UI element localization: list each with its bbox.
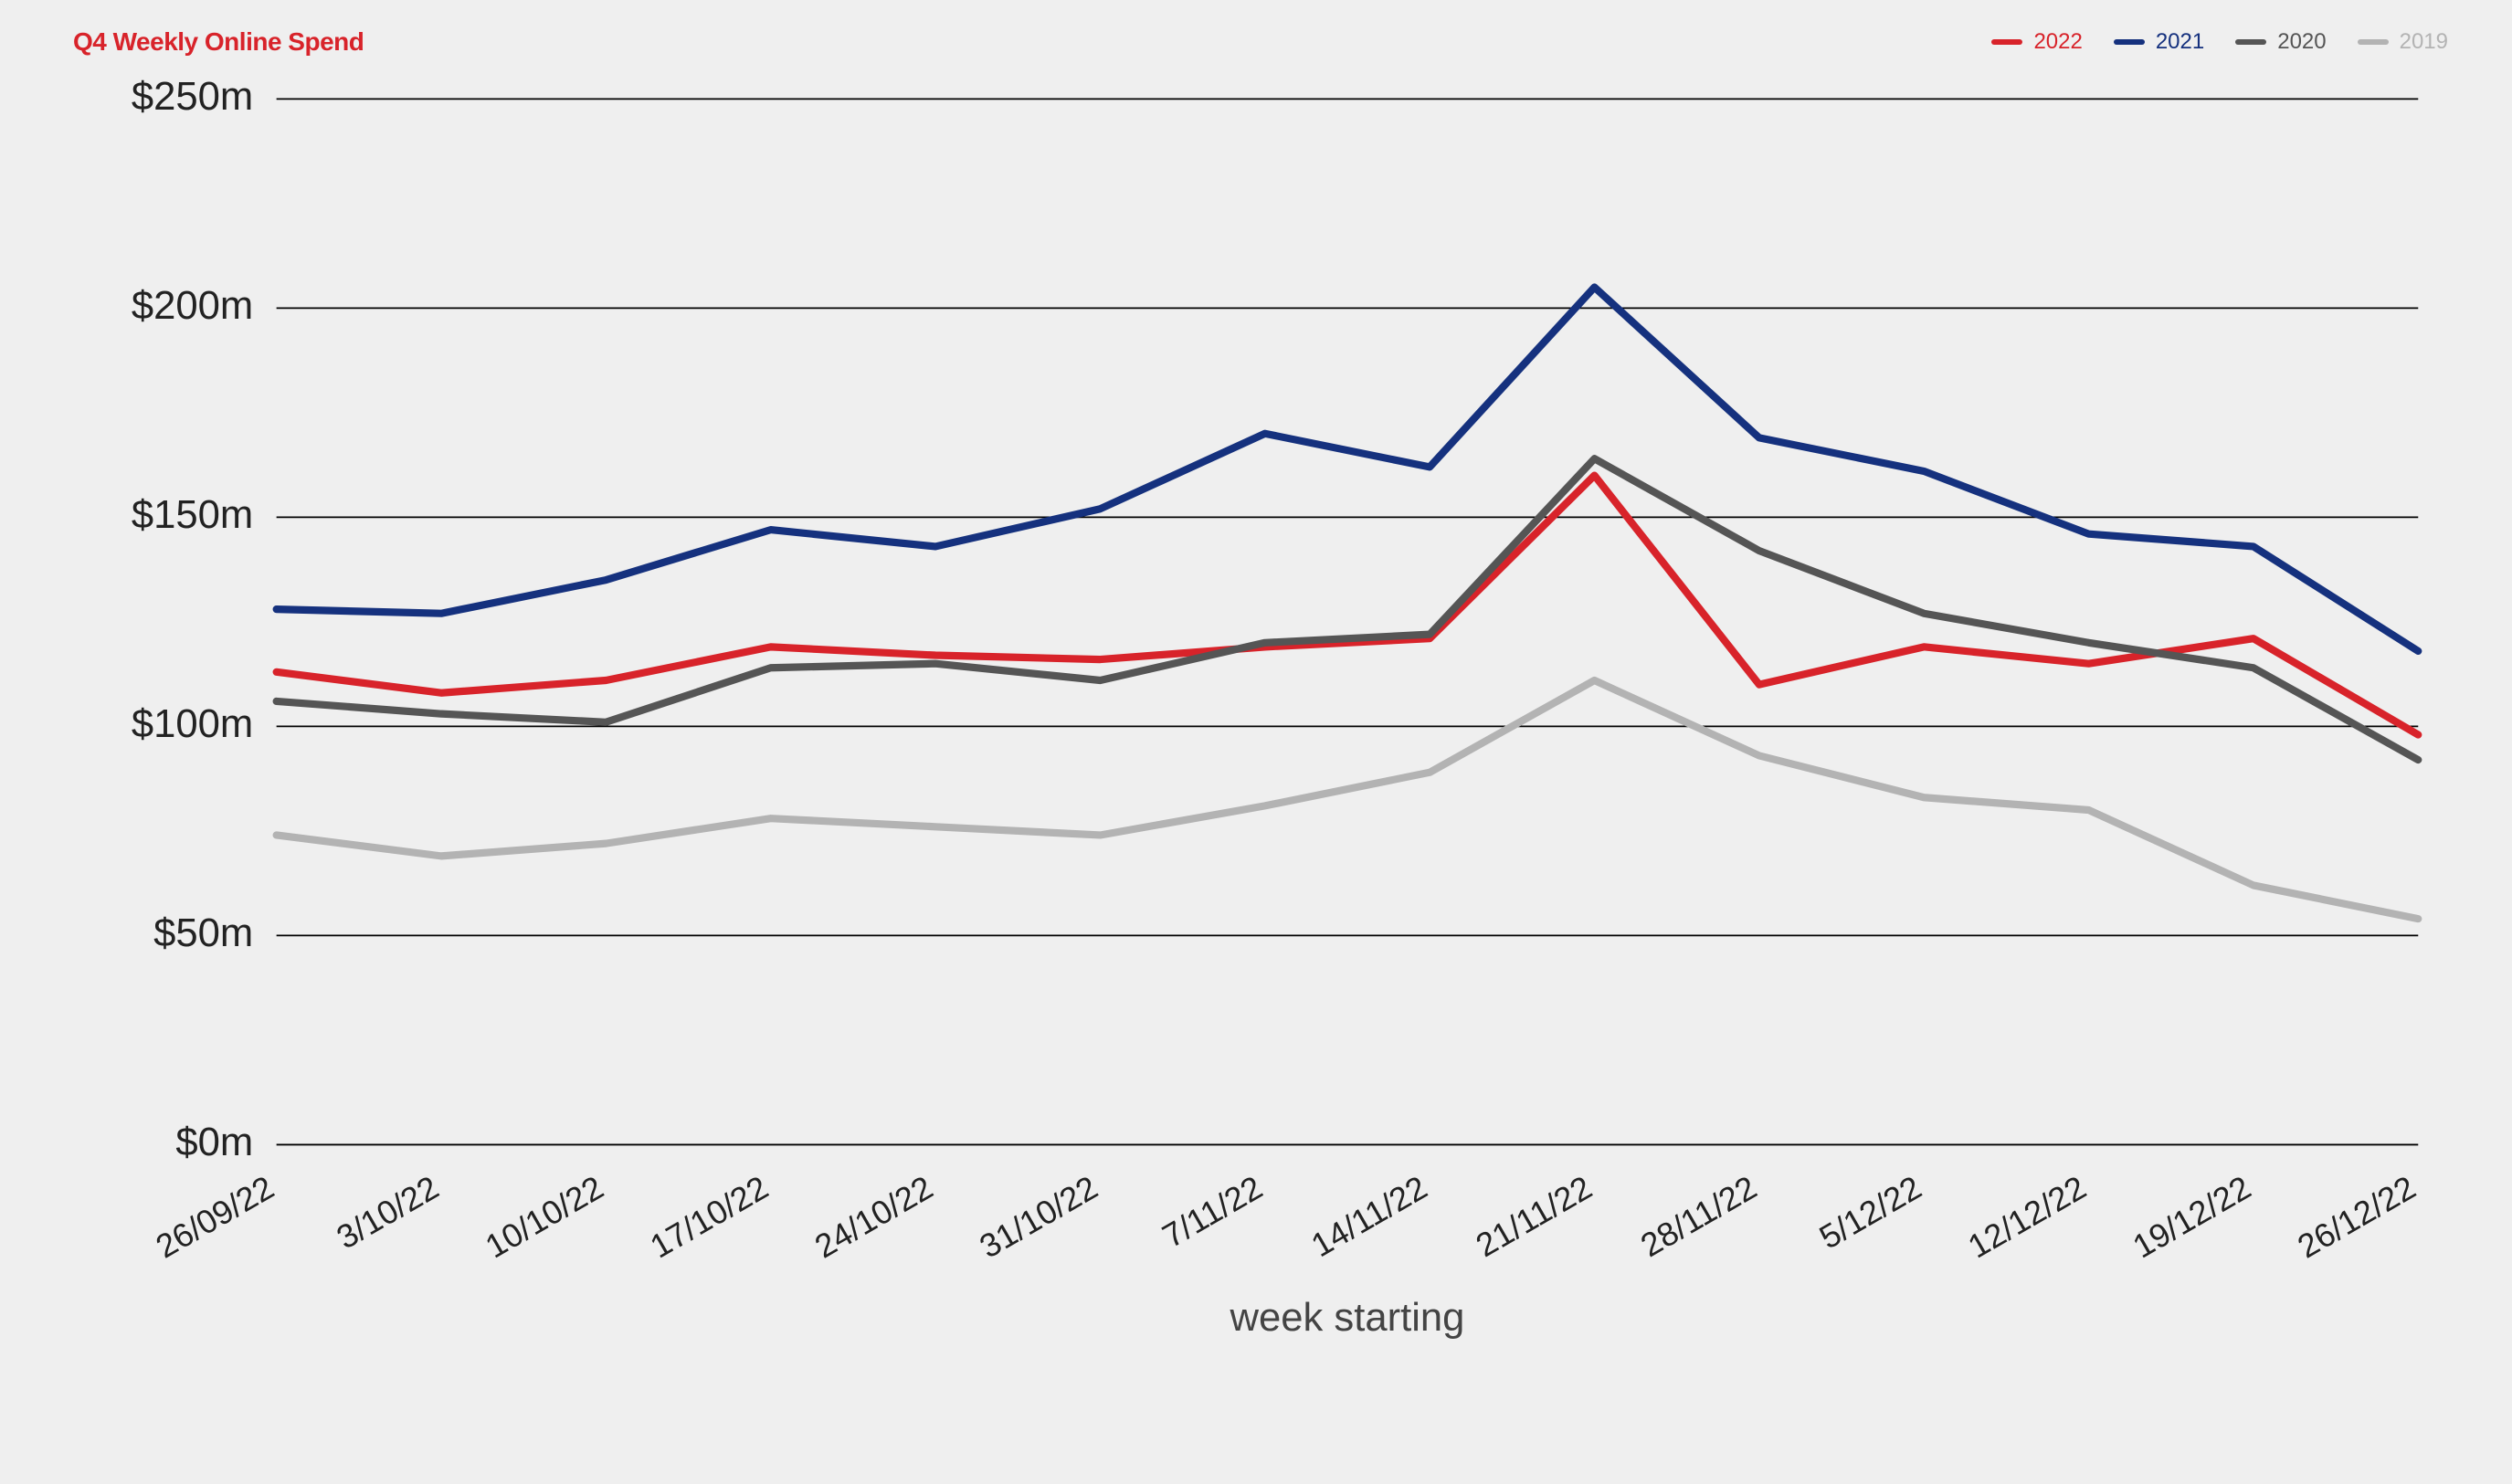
chart-title: Q4 Weekly Online Spend — [73, 27, 364, 57]
x-tick-label: 26/12/22 — [2291, 1168, 2422, 1265]
x-tick-label: 26/09/22 — [150, 1168, 280, 1265]
x-tick-label: 19/12/22 — [2127, 1168, 2257, 1265]
y-tick-label: $100m — [132, 702, 253, 746]
legend-swatch — [2358, 39, 2389, 45]
legend-label: 2020 — [2277, 29, 2326, 55]
legend-item-2019: 2019 — [2358, 29, 2448, 55]
y-tick-label: $200m — [132, 284, 253, 328]
legend-swatch — [1991, 39, 2022, 45]
x-tick-label: 17/10/22 — [644, 1168, 775, 1265]
x-tick-label: 3/10/22 — [330, 1168, 445, 1256]
x-tick-label: 21/11/22 — [1470, 1168, 1599, 1264]
x-tick-label: 14/11/22 — [1304, 1168, 1433, 1264]
chart-legend: 2022 2021 2020 2019 — [1991, 29, 2448, 55]
series-line-2019 — [277, 680, 2419, 919]
legend-label: 2021 — [2156, 29, 2204, 55]
series-line-2020 — [277, 458, 2419, 760]
legend-label: 2019 — [2400, 29, 2448, 55]
series-line-2021 — [277, 287, 2419, 650]
chart-header: Q4 Weekly Online Spend 2022 2021 2020 2019 — [27, 27, 2485, 66]
chart-container: Q4 Weekly Online Spend 2022202120202019 … — [0, 0, 2512, 1379]
line-chart-svg: $0m $50m $100m $150m $200m $250m 26/09/22 3/10/… — [27, 66, 2485, 1361]
x-tick-label: 31/10/22 — [973, 1168, 1103, 1265]
x-tick-label: 24/10/22 — [808, 1168, 939, 1265]
x-axis-title: week starting — [1229, 1296, 1464, 1340]
legend-item-2022: 2022 — [1991, 29, 2082, 55]
x-tick-label: 28/11/22 — [1634, 1168, 1763, 1264]
legend-swatch — [2235, 39, 2266, 45]
y-tick-label: $250m — [132, 75, 253, 119]
legend-item-2020: 2020 — [2235, 29, 2326, 55]
y-tick-label: $50m — [153, 911, 253, 955]
legend-label: 2022 — [2033, 29, 2082, 55]
x-tick-label: 12/12/22 — [1962, 1168, 2093, 1265]
legend-swatch — [2114, 39, 2145, 45]
series-line-2022 — [277, 476, 2419, 735]
chart-plot-area: $0m $50m $100m $150m $200m $250m 26/09/22 3/10/… — [27, 66, 2485, 1361]
legend-item-2021: 2021 — [2114, 29, 2204, 55]
x-tick-label: 7/11/22 — [1156, 1168, 1269, 1255]
y-tick-label: $0m — [175, 1121, 253, 1164]
y-tick-label: $150m — [132, 493, 253, 537]
x-tick-label: 5/12/22 — [1813, 1168, 1928, 1256]
x-tick-label: 10/10/22 — [479, 1168, 609, 1265]
